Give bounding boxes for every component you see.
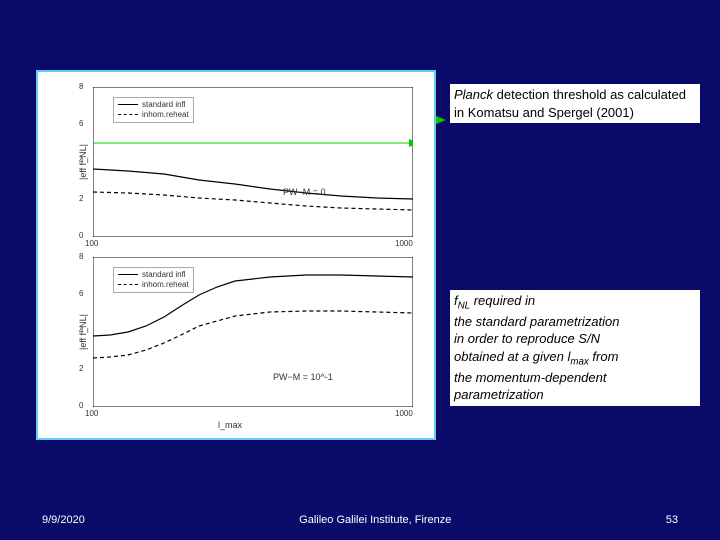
annotation-planck-threshold: Planck detection threshold as calculated… (450, 84, 700, 123)
chart-top: |eff f_NL| standard infl inhom.reheat PW… (93, 87, 413, 237)
curve-standard-top (93, 169, 413, 199)
legend-dash-bottom: inhom.reheat (142, 280, 189, 289)
curve-inhom-bottom (93, 311, 413, 358)
threshold-arrow-icon (409, 139, 413, 147)
footer-center: Galileo Galilei Institute, Firenze (299, 514, 451, 526)
legend-dash-top: inhom.reheat (142, 110, 189, 119)
threshold-arrow-continuation-icon (436, 116, 446, 124)
chart-panel: |eff f_NL| standard infl inhom.reheat PW… (36, 70, 436, 440)
planck-word: Planck (454, 87, 493, 102)
footer-date: 9/9/2020 (42, 514, 85, 526)
legend-solid-top: standard infl (142, 100, 186, 109)
chart-bottom: |eff f_NL| standard infl inhom.reheat PW… (93, 257, 413, 407)
curve-inhom-top (93, 192, 413, 210)
annotation-fnl-required: fNL required in the standard parametriza… (450, 290, 700, 406)
param-label-bottom: PW−M = 10^-1 (273, 372, 333, 382)
legend-solid-bottom: standard infl (142, 270, 186, 279)
footer-page: 53 (666, 514, 678, 526)
legend-bottom: standard infl inhom.reheat (113, 267, 194, 293)
param-label-top: PW−M = 0 (283, 187, 326, 197)
legend-top: standard infl inhom.reheat (113, 97, 194, 123)
footer: 9/9/2020 Galileo Galilei Institute, Fire… (0, 514, 720, 526)
xlabel: l_max (218, 420, 242, 430)
